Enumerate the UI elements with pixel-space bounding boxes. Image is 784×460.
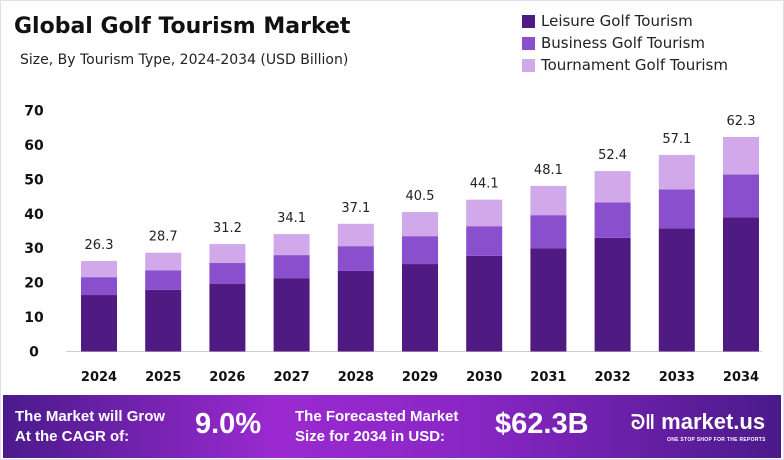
bar-segment [145,252,182,271]
legend-swatch [522,36,535,50]
data-label: 44.1 [470,177,499,192]
x-tick-label: 2027 [274,370,310,385]
x-tick-label: 2024 [81,370,117,385]
bar-segment [209,284,246,352]
y-tick-label: 60 [24,138,44,154]
forecast-label-line1: The Forecasted Market [295,408,459,425]
logo-icon: ᘐǁ [631,412,656,434]
y-tick-label: 50 [24,172,44,188]
bar-segment [145,270,182,290]
legend-label: Business Golf Tourism [541,34,705,52]
legend-item-leisure: Leisure Golf Tourism [522,10,728,32]
data-label: 62.3 [727,114,756,129]
y-tick-label: 70 [24,104,44,120]
data-label: 48.1 [534,163,563,178]
bar-segment [402,212,438,237]
forecast-value: $62.3B [495,408,589,440]
bar-segment [337,270,374,352]
data-label: 28.7 [149,230,178,245]
bar-segment [723,137,759,175]
bar-segment [466,255,503,352]
bar-segment [81,277,117,296]
data-label: 26.3 [85,238,114,253]
y-tick-label: 20 [24,276,44,292]
bar-segment [337,223,374,247]
x-tick-label: 2032 [595,370,631,385]
bar-segment [209,244,246,264]
summary-banner: The Market will Grow At the CAGR of: 9.0%… [3,395,781,458]
data-label: 52.4 [598,148,627,163]
forecast-label-line2: Size for 2034 in USD: [295,428,446,445]
bar-segment [466,226,503,256]
x-tick-label: 2030 [466,370,502,385]
bar-segment [723,174,759,218]
data-label: 31.2 [213,221,242,236]
brand-tagline: ONE STOP SHOP FOR THE REPORTS [667,437,766,443]
legend-label: Tournament Golf Tourism [541,56,728,74]
legend-item-tournament: Tournament Golf Tourism [522,54,728,76]
bar-segment [530,185,567,216]
data-label: 40.5 [406,189,435,204]
x-tick-label: 2029 [402,370,438,385]
data-label: 37.1 [341,201,370,216]
x-tick-label: 2031 [530,370,566,385]
chart-title: Global Golf Tourism Market [14,14,351,39]
forecast-label: The Forecasted Market Size for 2034 in US… [295,407,458,447]
legend: Leisure Golf Tourism Business Golf Touri… [522,10,728,76]
bar-segment [658,154,695,190]
cagr-label-line2: At the CAGR of: [15,428,130,445]
bar-segment [145,289,182,352]
bar-segment [273,234,310,256]
bar-segment [402,264,438,352]
bar-segment [594,237,631,352]
bar-segment [658,189,695,229]
bar-segment [466,199,503,227]
y-tick-label: 10 [24,310,44,326]
legend-label: Leisure Golf Tourism [541,12,693,30]
bar-segment [81,295,117,352]
bar-segment [81,260,117,278]
bar-segment [209,263,246,285]
x-tick-label: 2033 [659,370,695,385]
bar-segment [273,255,310,279]
bar-segment [530,215,567,249]
legend-swatch [522,58,535,72]
brand-logo: ᘐǁ market.us [631,409,765,435]
y-tick-label: 30 [24,241,44,257]
bar-segment [658,228,695,352]
legend-item-business: Business Golf Tourism [522,32,728,54]
cagr-label-line1: The Market will Grow [15,408,166,425]
x-tick-label: 2026 [209,370,245,385]
legend-swatch [522,14,535,28]
bar-segment [594,171,631,203]
data-label: 57.1 [662,132,691,147]
bar-segment [273,278,310,352]
data-label: 34.1 [277,211,306,226]
y-tick-label: 40 [24,207,44,223]
x-tick-label: 2034 [723,370,759,385]
bar-segment [594,202,631,238]
cagr-value: 9.0% [195,408,262,440]
cagr-label: The Market will Grow At the CAGR of: [15,407,165,447]
x-tick-label: 2028 [338,370,374,385]
bar-segment [723,217,759,352]
y-tick-label: 0 [29,345,39,361]
bar-segment [530,248,567,352]
chart-subtitle: Size, By Tourism Type, 2024-2034 (USD Bi… [20,52,349,68]
brand-name: market.us [661,409,766,434]
bar-chart: 01020304050607026.3202428.7202531.220263… [24,104,762,385]
x-tick-label: 2025 [145,370,181,385]
bar-segment [402,236,438,265]
bar-segment [337,246,374,271]
